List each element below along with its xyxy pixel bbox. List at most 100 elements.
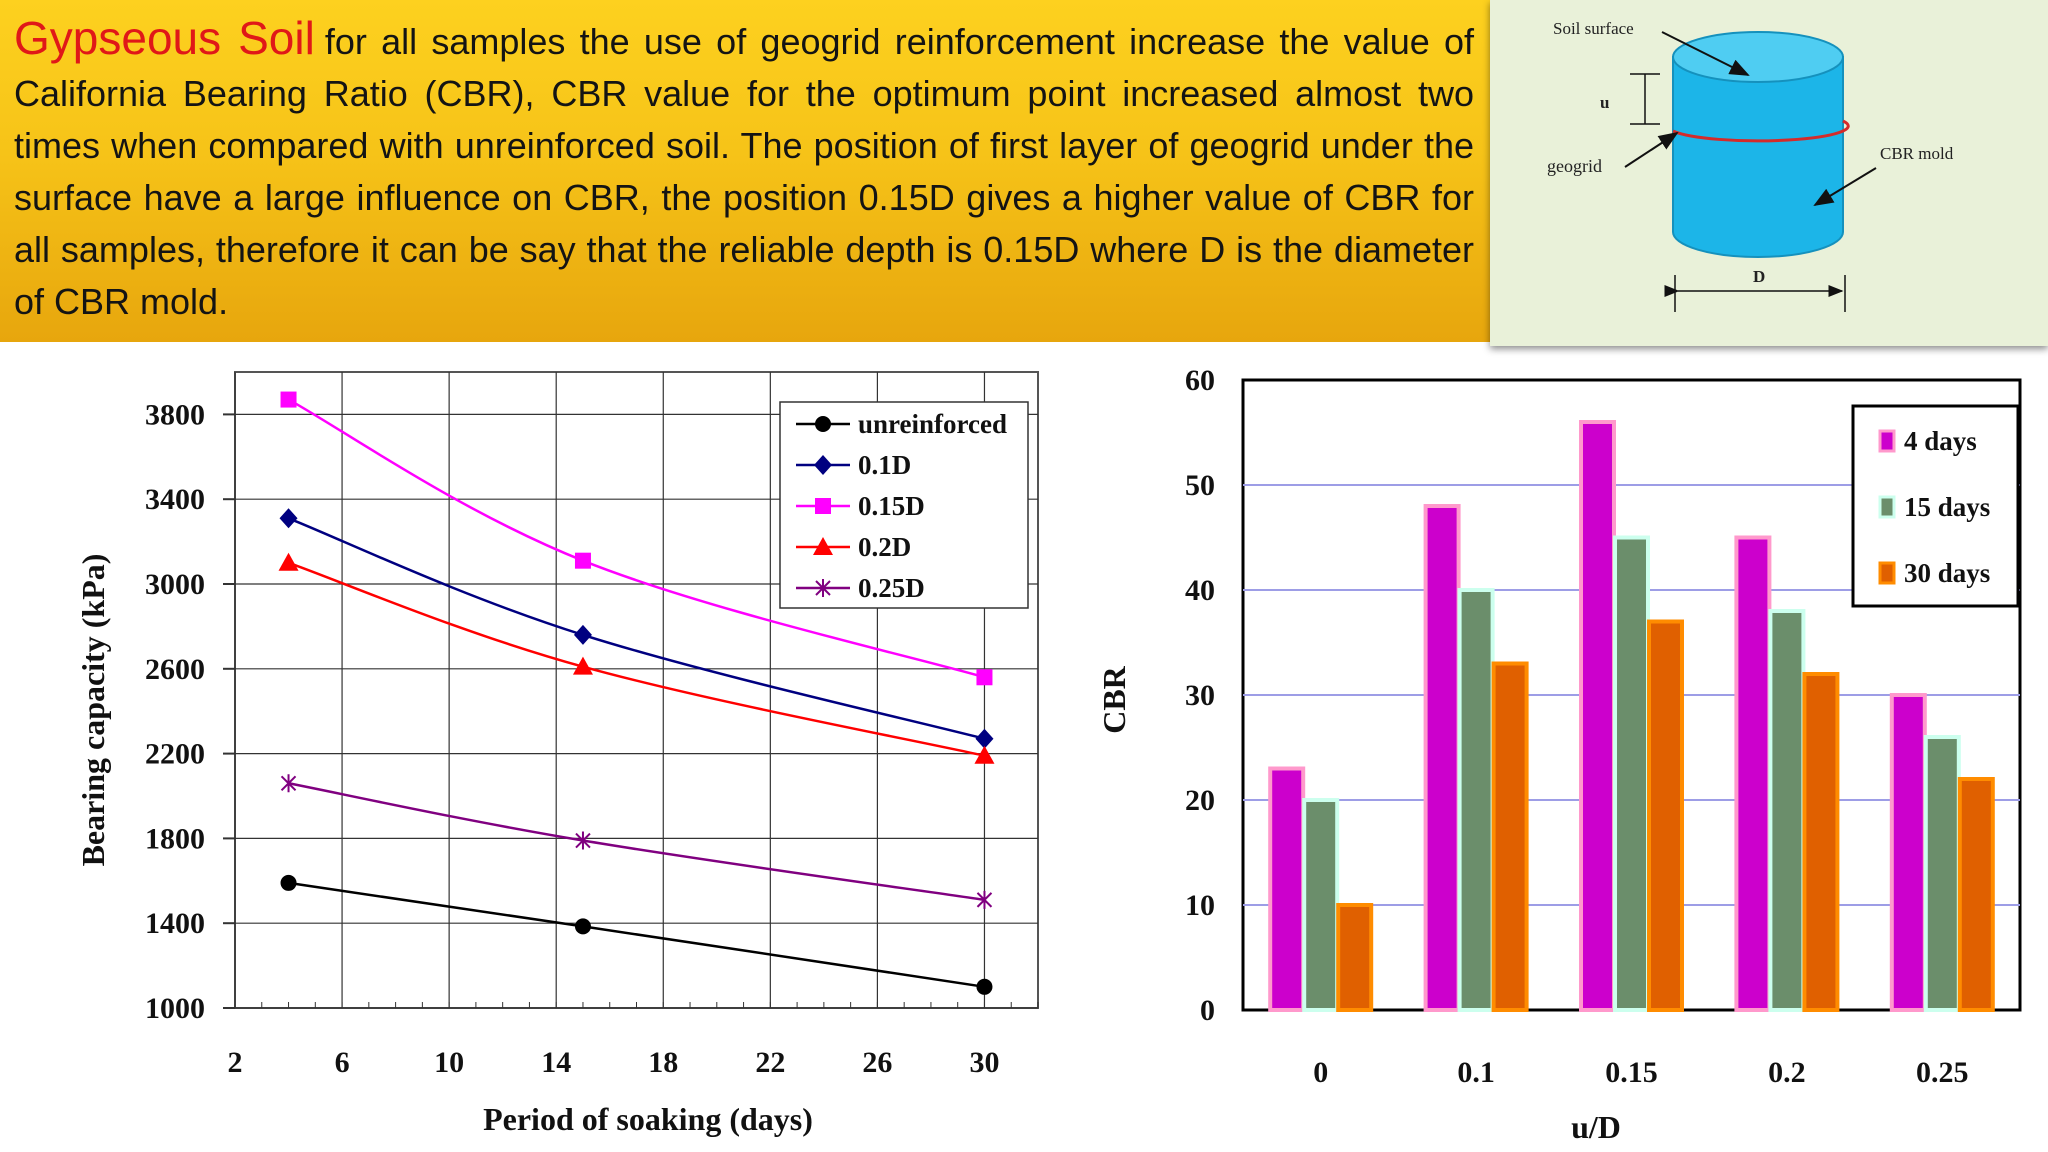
data-point-circle xyxy=(280,874,297,891)
bar-chart-y-tick-label: 40 xyxy=(1185,574,1215,607)
line-chart-x-tick-label: 2 xyxy=(228,1046,243,1079)
bar xyxy=(1491,661,1529,1012)
bar-chart-y-tick-label: 10 xyxy=(1185,889,1215,922)
legend-item: 0.1D xyxy=(796,450,911,480)
legend-swatch xyxy=(1878,429,1896,453)
data-point-circle xyxy=(815,416,831,432)
line-series-unreinforced xyxy=(280,874,993,995)
bar xyxy=(1268,766,1306,1012)
legend-label: 0.1D xyxy=(858,450,911,480)
bar-chart-x-tick-label: 0.25 xyxy=(1916,1056,1969,1089)
legend-label: 0.2D xyxy=(858,532,911,562)
bar-chart-x-tick-label: 0 xyxy=(1313,1056,1328,1089)
bar-chart-y-tick-label: 30 xyxy=(1185,679,1215,712)
legend-label: 0.25D xyxy=(858,573,925,603)
bar-chart-x-tick-label: 0.2 xyxy=(1768,1056,1806,1089)
legend-swatch xyxy=(1878,561,1896,585)
legend-item: 15 days xyxy=(1878,492,1990,522)
line-chart-legend-box xyxy=(779,401,1029,609)
geogrid-label: geogrid xyxy=(1547,156,1602,176)
series-line xyxy=(287,398,985,679)
data-point-triangle xyxy=(974,745,995,764)
legend-label: 0.15D xyxy=(858,491,925,521)
soil-surface-label: Soil surface xyxy=(1553,19,1634,38)
bar xyxy=(1923,735,1961,1012)
legend-swatch xyxy=(1878,495,1896,519)
geogrid-arrow xyxy=(1624,131,1679,168)
line-series-0-25d xyxy=(280,774,993,909)
summary-banner: Gypseous Soil for all samples the use of … xyxy=(0,0,1490,342)
bar-chart-y-axis-title: CBR xyxy=(1096,665,1132,733)
bar-chart-plot-area xyxy=(1241,378,2022,1012)
data-point-diamond xyxy=(279,508,298,529)
legend-label: 30 days xyxy=(1904,558,1990,588)
legend-item: 0.25D xyxy=(796,573,925,603)
legend-item: unreinforced xyxy=(796,409,1007,439)
cbr-mold-label: CBR mold xyxy=(1880,144,1954,163)
bar-chart-x-axis-title: u/D xyxy=(1571,1109,1621,1145)
data-point-star xyxy=(280,774,297,793)
legend-item: 4 days xyxy=(1878,426,1977,456)
cbr-mold-diagram: Soil surface u geogrid CBR mold D xyxy=(1490,0,2048,346)
line-series-0-15d xyxy=(280,391,993,686)
line-chart-plot-area xyxy=(234,371,1039,1009)
line-chart-y-tick-label: 1800 xyxy=(145,822,205,855)
bar-chart-x-tick-label: 0.15 xyxy=(1605,1056,1658,1089)
soil-surface-arrow xyxy=(1661,31,1750,76)
bar-chart-x-tick-label: 0.1 xyxy=(1457,1056,1495,1089)
bar xyxy=(1423,504,1461,1012)
data-point-triangle xyxy=(572,656,593,675)
data-point-circle xyxy=(574,918,591,935)
bar-chart-legend-box xyxy=(1851,404,2020,608)
data-point-diamond xyxy=(814,455,832,475)
bar xyxy=(1734,535,1772,1012)
series-line xyxy=(288,561,985,757)
banner-title: Gypseous Soil xyxy=(14,12,315,64)
line-chart-y-tick-label: 1400 xyxy=(145,907,205,940)
line-chart-y-axis-title: Bearing capacity (kPa) xyxy=(75,554,111,867)
line-series-0-2d xyxy=(278,552,995,764)
line-series-0-1d xyxy=(279,508,994,749)
line-chart-x-tick-label: 30 xyxy=(969,1046,999,1079)
data-point-circle xyxy=(976,978,993,995)
series-line xyxy=(288,881,985,989)
bar xyxy=(1802,672,1840,1012)
legend-item: 0.15D xyxy=(796,491,925,521)
series-line xyxy=(288,517,985,740)
line-chart-y-tick-label: 1000 xyxy=(145,992,205,1025)
line-chart-y-tick-label: 2200 xyxy=(145,738,205,771)
bar xyxy=(1302,798,1340,1012)
bar xyxy=(1768,609,1806,1012)
legend-item: 30 days xyxy=(1878,558,1990,588)
data-point-square xyxy=(574,552,591,569)
line-chart-x-tick-label: 6 xyxy=(335,1046,350,1079)
data-point-triangle xyxy=(278,552,299,571)
line-chart-y-tick-label: 3400 xyxy=(145,483,205,516)
line-chart-x-tick-label: 22 xyxy=(755,1046,785,1079)
data-point-square xyxy=(976,669,993,686)
legend-item: 0.2D xyxy=(796,532,911,562)
series-line xyxy=(288,782,985,902)
legend-label: 4 days xyxy=(1904,426,1977,456)
cylinder-top xyxy=(1672,31,1844,83)
banner-body: for all samples the use of geogrid reinf… xyxy=(14,21,1474,322)
cbr-mold-arrow xyxy=(1813,167,1877,207)
cylinder-body xyxy=(1672,56,1844,258)
d-label: D xyxy=(1753,267,1765,286)
data-point-star xyxy=(575,831,591,850)
legend-label: unreinforced xyxy=(858,409,1007,439)
data-point-triangle xyxy=(813,537,833,555)
cbr-mold-illustration: Soil surface u geogrid CBR mold D xyxy=(1547,19,1954,312)
bar xyxy=(1336,903,1374,1012)
bar xyxy=(1889,693,1927,1012)
geogrid-line xyxy=(1672,119,1850,143)
line-chart-y-tick-label: 3800 xyxy=(145,398,205,431)
bar-chart-y-tick-label: 0 xyxy=(1200,994,1215,1027)
bar xyxy=(1957,777,1995,1012)
bar-chart-y-tick-label: 50 xyxy=(1185,469,1215,502)
summary-text: Gypseous Soil for all samples the use of … xyxy=(14,12,1474,328)
data-point-square xyxy=(815,498,831,514)
bar xyxy=(1613,535,1650,1012)
line-chart-x-tick-label: 14 xyxy=(541,1046,571,1079)
u-label: u xyxy=(1600,93,1609,112)
